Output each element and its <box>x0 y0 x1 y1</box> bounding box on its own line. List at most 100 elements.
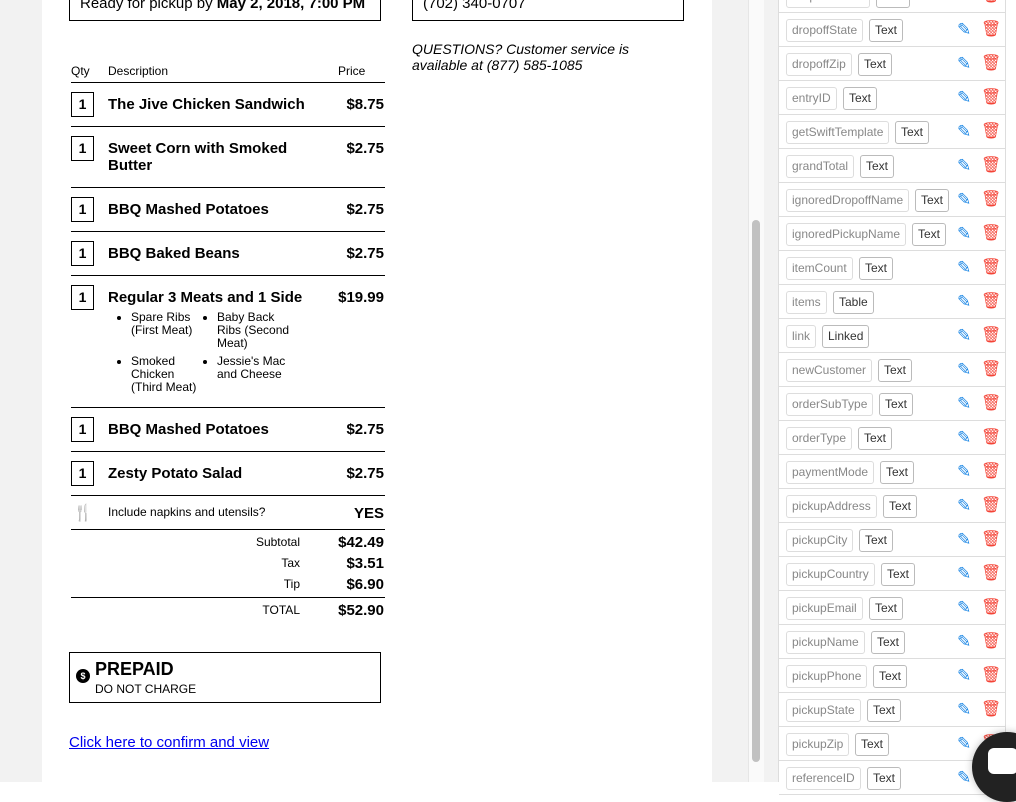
edit-icon[interactable]: ✎ <box>957 258 972 277</box>
field-type-badge[interactable]: Text <box>873 665 908 688</box>
field-name[interactable]: paymentMode <box>786 461 875 484</box>
trash-icon[interactable]: 🗑 <box>981 497 1002 514</box>
field-name[interactable]: ignoredDropoffName <box>786 189 910 212</box>
field-name[interactable]: pickupEmail <box>786 597 863 620</box>
field-name[interactable]: itemCount <box>786 257 853 280</box>
edit-icon[interactable]: ✎ <box>957 734 972 753</box>
edit-icon[interactable]: ✎ <box>957 190 972 209</box>
field-type-badge[interactable]: Text <box>859 257 894 280</box>
field-type-badge[interactable]: Text <box>860 155 895 178</box>
field-name[interactable]: orderType <box>786 427 853 450</box>
field-name[interactable]: entryID <box>786 87 837 110</box>
field-name[interactable]: grandTotal <box>786 155 855 178</box>
edit-icon[interactable]: ✎ <box>957 292 972 311</box>
field-type-badge[interactable]: Text <box>912 223 947 246</box>
edit-icon[interactable]: ✎ <box>957 394 972 413</box>
field-type-badge[interactable]: Text <box>879 393 914 416</box>
field-name[interactable]: getSwiftTemplate <box>786 121 890 144</box>
field-type-badge[interactable]: Text <box>895 121 930 144</box>
field-name[interactable]: dropoffState <box>786 19 864 42</box>
edit-icon[interactable]: ✎ <box>957 632 972 651</box>
field-type-badge[interactable]: Text <box>883 495 918 518</box>
field-type-badge[interactable]: Text <box>855 733 890 756</box>
field-name[interactable]: dropoffZip <box>786 53 852 76</box>
trash-icon[interactable]: 🗑 <box>981 89 1002 106</box>
field-type-badge[interactable]: Text <box>915 189 950 212</box>
trash-icon[interactable]: 🗑 <box>981 327 1002 344</box>
trash-icon[interactable]: 🗑 <box>981 225 1002 242</box>
item-qty: 1 <box>71 92 94 117</box>
contact-box: (702) 340-0707 <box>412 0 684 21</box>
trash-icon[interactable]: 🗑 <box>981 21 1002 38</box>
edit-icon[interactable]: ✎ <box>957 326 972 345</box>
field-type-badge[interactable]: Text <box>881 563 916 586</box>
trash-icon[interactable]: 🗑 <box>981 667 1002 684</box>
trash-icon[interactable]: 🗑 <box>981 633 1002 650</box>
trash-icon[interactable]: 🗑 <box>981 55 1002 72</box>
field-type-badge[interactable]: Table <box>833 291 874 314</box>
confirm-link[interactable]: Click here to confirm and view <box>69 734 270 751</box>
edit-icon[interactable]: ✎ <box>957 462 972 481</box>
field-type-badge[interactable]: Text <box>880 461 915 484</box>
edit-icon[interactable]: ✎ <box>957 88 972 107</box>
field-name[interactable]: pickupState <box>786 699 861 722</box>
field-type-badge[interactable]: Text <box>843 87 878 110</box>
field-name[interactable]: link <box>786 325 817 348</box>
edit-icon[interactable]: ✎ <box>957 0 975 5</box>
field-type-badge[interactable]: Text <box>867 767 902 790</box>
edit-icon[interactable]: ✎ <box>957 156 972 175</box>
field-name[interactable]: pickupCity <box>786 529 854 552</box>
field-name[interactable]: dropoffPhone <box>786 0 870 8</box>
field-type-badge[interactable]: Text <box>876 0 911 8</box>
field-type-badge[interactable]: Text <box>878 359 913 382</box>
field-type-badge[interactable]: Text <box>858 53 893 76</box>
field-name[interactable]: pickupAddress <box>786 495 877 518</box>
trash-icon[interactable]: 🗑 <box>981 599 1002 616</box>
field-type-badge[interactable]: Linked <box>822 325 870 348</box>
edit-icon[interactable]: ✎ <box>957 54 972 73</box>
trash-icon[interactable]: 🗑 <box>981 293 1002 310</box>
trash-icon[interactable]: 🗑 <box>981 565 1002 582</box>
trash-icon[interactable]: 🗑 <box>981 259 1002 276</box>
trash-icon[interactable]: 🗑 <box>981 0 1001 5</box>
subtotal-label: Subtotal <box>255 535 300 549</box>
utensils-value: YES <box>353 505 384 522</box>
edit-icon[interactable]: ✎ <box>957 496 972 515</box>
trash-icon[interactable]: 🗑 <box>981 123 1002 140</box>
edit-icon[interactable]: ✎ <box>957 700 972 719</box>
field-name[interactable]: pickupPhone <box>786 665 868 688</box>
edit-icon[interactable]: ✎ <box>957 530 972 549</box>
trash-icon[interactable]: 🗑 <box>981 191 1002 208</box>
trash-icon[interactable]: 🗑 <box>981 429 1002 446</box>
item-qty: 1 <box>71 241 94 266</box>
field-type-badge[interactable]: Text <box>859 529 894 552</box>
field-type-badge[interactable]: Text <box>858 427 893 450</box>
field-name[interactable]: pickupName <box>786 631 865 654</box>
trash-icon[interactable]: 🗑 <box>981 395 1002 412</box>
edit-icon[interactable]: ✎ <box>957 122 972 141</box>
field-type-badge[interactable]: Text <box>871 631 906 654</box>
field-name[interactable]: referenceID <box>786 767 861 790</box>
edit-icon[interactable]: ✎ <box>957 598 972 617</box>
trash-icon[interactable]: 🗑 <box>981 531 1002 548</box>
field-name[interactable]: pickupZip <box>786 733 850 756</box>
trash-icon[interactable]: 🗑 <box>981 361 1002 378</box>
edit-icon[interactable]: ✎ <box>957 360 972 379</box>
field-type-badge[interactable]: Text <box>869 19 904 42</box>
field-name[interactable]: pickupCountry <box>786 563 875 586</box>
field-name[interactable]: newCustomer <box>786 359 873 382</box>
edit-icon[interactable]: ✎ <box>957 224 972 243</box>
edit-icon[interactable]: ✎ <box>957 564 972 583</box>
field-name[interactable]: items <box>786 291 827 314</box>
edit-icon[interactable]: ✎ <box>957 666 972 685</box>
edit-icon[interactable]: ✎ <box>957 20 972 39</box>
field-type-badge[interactable]: Text <box>869 597 904 620</box>
field-type-badge[interactable]: Text <box>867 699 902 722</box>
edit-icon[interactable]: ✎ <box>957 428 972 447</box>
scrollbar-thumb[interactable] <box>752 220 760 762</box>
trash-icon[interactable]: 🗑 <box>981 157 1002 174</box>
trash-icon[interactable]: 🗑 <box>981 463 1002 480</box>
trash-icon[interactable]: 🗑 <box>981 701 1002 718</box>
field-name[interactable]: orderSubType <box>786 393 874 416</box>
field-name[interactable]: ignoredPickupName <box>786 223 907 246</box>
